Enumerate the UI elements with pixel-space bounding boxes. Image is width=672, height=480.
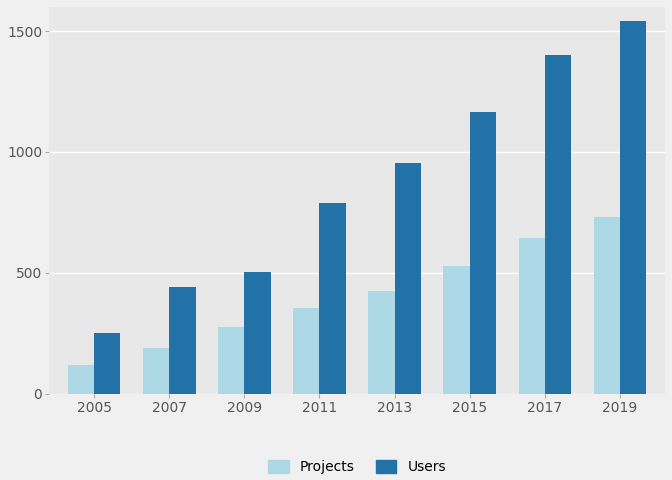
- Bar: [169, 287, 196, 394]
- Bar: [444, 265, 470, 394]
- Bar: [319, 203, 346, 394]
- Bar: [68, 365, 94, 394]
- Bar: [368, 291, 394, 394]
- Bar: [394, 163, 421, 394]
- Bar: [218, 327, 245, 394]
- Bar: [470, 112, 496, 394]
- Bar: [94, 333, 120, 394]
- Bar: [293, 308, 319, 394]
- Bar: [519, 238, 545, 394]
- Bar: [245, 272, 271, 394]
- Bar: [143, 348, 169, 394]
- Bar: [620, 22, 646, 394]
- Bar: [593, 217, 620, 394]
- Bar: [545, 55, 571, 394]
- Legend: Projects, Users: Projects, Users: [262, 455, 452, 480]
